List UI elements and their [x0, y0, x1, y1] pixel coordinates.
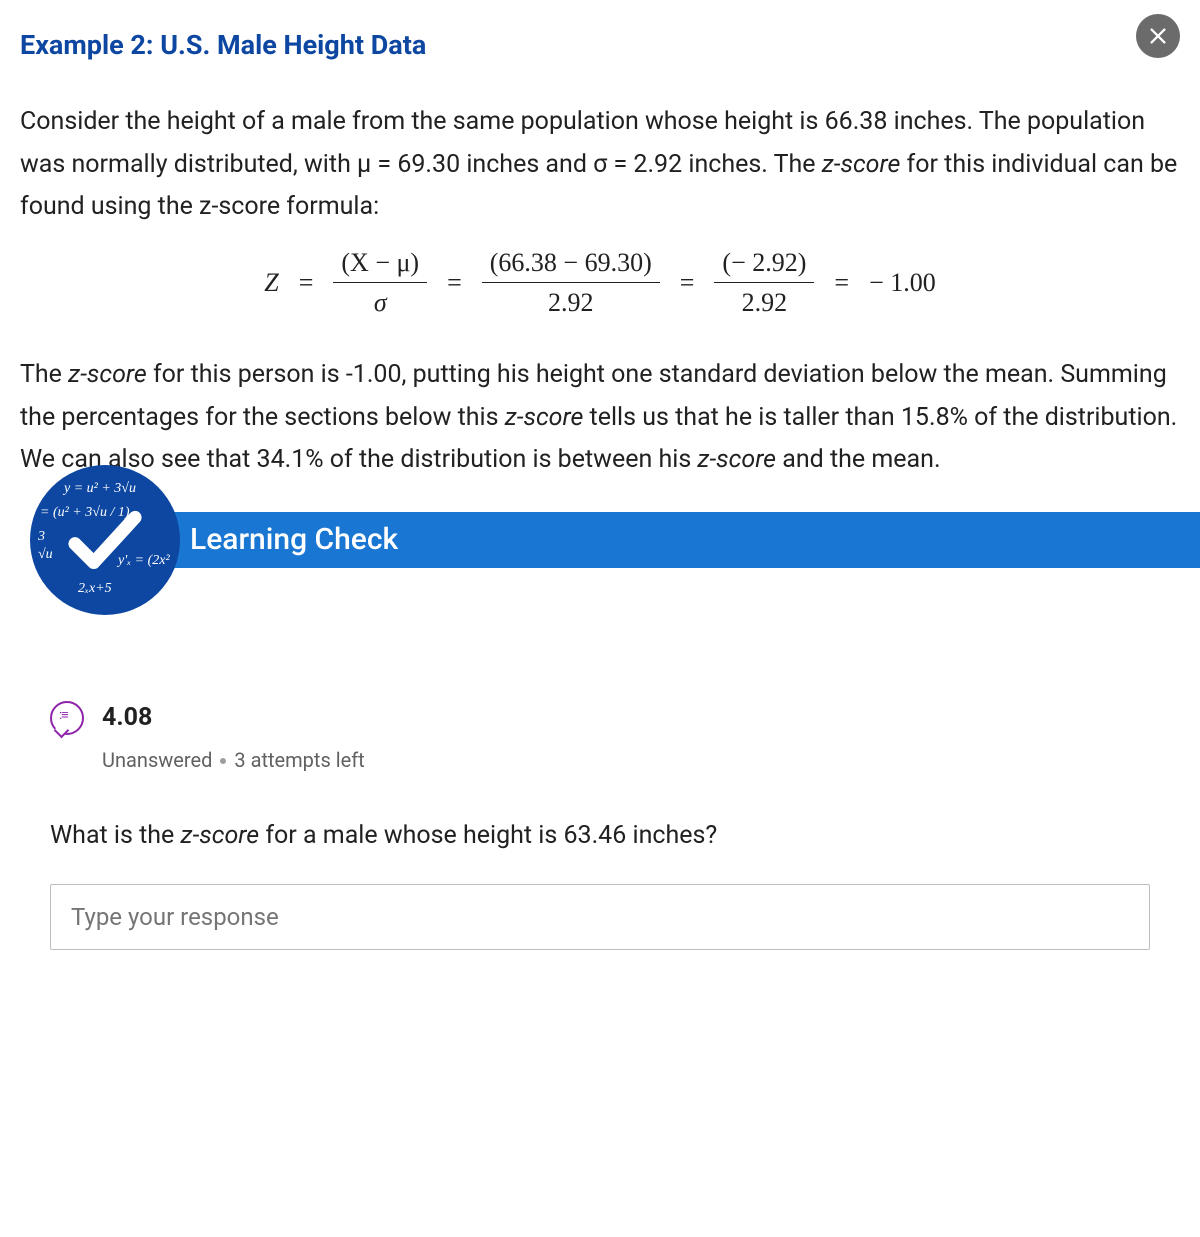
eq-frac2-den: 2.92 — [548, 283, 594, 318]
prompt-pre: What is the — [50, 821, 181, 850]
answer-input[interactable] — [50, 884, 1150, 950]
status-unanswered: Unanswered — [102, 748, 212, 772]
question-block: 4.08 Unanswered 3 attempts left What is t… — [20, 698, 1180, 950]
eq-equals-2: = — [447, 262, 462, 304]
learning-check-bar: Learning Check — [90, 512, 1200, 568]
eq-result: − 1.00 — [869, 262, 936, 304]
eq-lhs: Z — [264, 262, 278, 304]
close-button[interactable] — [1136, 14, 1180, 58]
eq-frac3-den: 2.92 — [742, 283, 788, 318]
eq-frac1-den: σ — [374, 283, 387, 318]
eq-frac3-num: (− 2.92) — [714, 247, 814, 283]
eq-frac1-num: (X − μ) — [333, 247, 427, 283]
intro-paragraph: Consider the height of a male from the s… — [20, 101, 1180, 229]
learning-check-banner: y = u² + 3√u = (u² + 3√u / 1)ᵤ 3 √u y'ₓ … — [0, 512, 1200, 568]
eq-equals-3: = — [680, 262, 695, 304]
status-attempts: 3 attempts left — [234, 748, 364, 772]
zscore-equation: Z = (X − μ) σ = (66.38 − 69.30) 2.92 = (… — [20, 247, 1180, 318]
result-text-1: The — [20, 360, 68, 389]
zscore-term-2: z-score — [68, 360, 147, 389]
zscore-term: z-score — [822, 150, 901, 179]
result-text-4: and the mean. — [776, 445, 941, 474]
question-icon — [50, 701, 84, 735]
badge-f3: 3 — [38, 527, 45, 547]
eq-frac2-num: (66.38 − 69.30) — [482, 247, 660, 283]
result-paragraph: The z-score for this person is -1.00, pu… — [20, 354, 1180, 482]
learning-check-badge: y = u² + 3√u = (u² + 3√u / 1)ᵤ 3 √u y'ₓ … — [30, 465, 180, 615]
badge-f4: √u — [38, 545, 53, 565]
eq-equals-4: = — [834, 262, 849, 304]
learning-check-label: Learning Check — [190, 516, 398, 564]
zscore-term-4: z-score — [697, 445, 776, 474]
question-status: Unanswered 3 attempts left — [102, 744, 1150, 776]
status-dot — [220, 758, 226, 764]
zscore-term-3: z-score — [505, 403, 584, 432]
eq-frac-formula: (X − μ) σ — [333, 247, 427, 318]
eq-frac-simplified: (− 2.92) 2.92 — [714, 247, 814, 318]
question-prompt: What is the z-score for a male whose hei… — [50, 816, 1150, 856]
question-header: 4.08 — [50, 698, 1150, 738]
close-icon — [1147, 25, 1169, 47]
question-icon-inner — [58, 709, 76, 727]
example-title: Example 2: U.S. Male Height Data — [20, 24, 1180, 67]
prompt-post: for a male whose height is 63.46 inches? — [259, 821, 717, 850]
question-number: 4.08 — [102, 698, 152, 738]
checkmark-icon — [60, 495, 150, 585]
eq-equals-1: = — [299, 262, 314, 304]
prompt-zscore: z-score — [181, 821, 260, 850]
eq-frac-values: (66.38 − 69.30) 2.92 — [482, 247, 660, 318]
